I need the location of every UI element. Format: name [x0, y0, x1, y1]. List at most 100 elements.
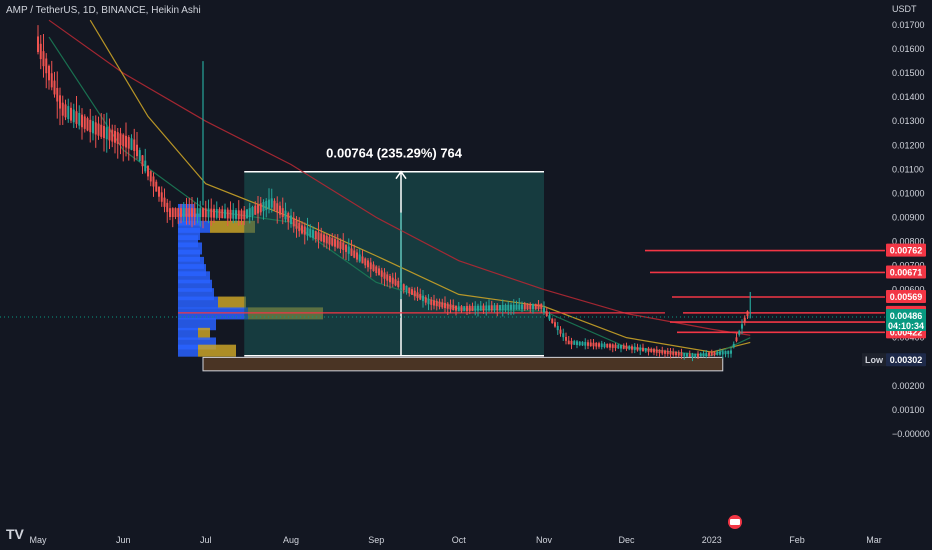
candle-body — [94, 122, 97, 135]
y-tick-label: 0.01200 — [892, 140, 925, 150]
candle-body — [686, 353, 688, 357]
candle-body — [584, 342, 587, 346]
candle-body — [719, 351, 721, 355]
candle-body — [482, 305, 485, 311]
candle-body — [413, 290, 416, 297]
y-tick-label: 0.01500 — [892, 68, 925, 78]
candle-body — [182, 208, 185, 218]
price-level-tag: 0.00671 — [890, 267, 923, 277]
candle-body — [534, 303, 537, 310]
candle-body — [438, 301, 441, 307]
candle-body — [510, 304, 512, 310]
candle-body — [397, 280, 400, 287]
y-tick-label: 0.00100 — [892, 405, 925, 415]
currency-label: USDT — [892, 4, 917, 14]
volume-profile-bar — [178, 296, 218, 309]
candle-body — [427, 298, 430, 305]
candle-body — [702, 353, 705, 357]
candle-body — [246, 209, 248, 219]
candle-body — [226, 209, 229, 219]
candle-body — [672, 351, 675, 355]
candle-body — [405, 285, 408, 292]
candle-body — [730, 350, 732, 354]
y-tick-label: 0.00900 — [892, 212, 925, 222]
x-tick-label: Aug — [283, 535, 299, 545]
candle-body — [471, 305, 474, 311]
candle-body — [188, 208, 191, 218]
candle-body — [199, 208, 202, 218]
candle-body — [281, 208, 284, 218]
candle-body — [378, 268, 380, 275]
candle-body — [97, 123, 100, 136]
candle-body — [666, 350, 669, 355]
x-tick-label: Sep — [368, 535, 384, 545]
candle-body — [306, 227, 309, 236]
candle-body — [444, 302, 446, 309]
candle-body — [460, 306, 463, 312]
candle-body — [92, 121, 94, 134]
candle-body — [551, 318, 554, 324]
x-tick-label: 2023 — [702, 535, 722, 545]
candle-body — [562, 333, 565, 338]
candle-body — [248, 208, 251, 218]
candle-body — [39, 43, 42, 60]
candle-body — [257, 204, 259, 214]
y-tick-label: 0.00800 — [892, 236, 925, 246]
y-tick-label: 0.01100 — [892, 164, 924, 174]
candle-body — [232, 209, 235, 219]
candle-body — [394, 279, 397, 286]
candle-body — [422, 295, 424, 302]
candle-body — [526, 304, 529, 310]
candle-body — [479, 305, 482, 311]
candle-body — [386, 274, 389, 281]
candle-body — [155, 181, 158, 192]
candle-body — [741, 324, 743, 329]
volume-profile-bar — [178, 327, 198, 340]
candle-body — [617, 344, 620, 349]
volume-profile-bar — [198, 327, 210, 340]
candle-body — [177, 208, 180, 218]
candle-body — [61, 102, 64, 116]
candle-body — [545, 311, 548, 317]
candle-body — [708, 352, 710, 356]
current-price-tag-bg — [886, 308, 926, 331]
candle-body — [67, 106, 70, 119]
x-tick-label: Mar — [866, 535, 882, 545]
candle-body — [136, 144, 138, 157]
low-tag: 0.00302 — [890, 355, 923, 365]
candle-body — [683, 353, 686, 357]
candle-body — [364, 258, 367, 266]
price-level-tag-bg — [886, 265, 926, 279]
candle-body — [180, 208, 182, 218]
candle-body — [174, 208, 177, 218]
candle-body — [325, 235, 328, 244]
candle-body — [642, 347, 644, 352]
candle-body — [158, 187, 160, 197]
candle-body — [279, 205, 281, 215]
candle-body — [411, 289, 413, 295]
candle-body — [56, 87, 59, 102]
candle-body — [361, 256, 364, 264]
x-tick-label: Jul — [200, 535, 212, 545]
candle-body — [160, 192, 163, 202]
candle-body — [130, 138, 133, 150]
candle-body — [735, 337, 738, 342]
y-tick-label: 0.00600 — [892, 285, 925, 295]
candle-body — [166, 202, 169, 212]
candle-body — [254, 205, 257, 215]
y-tick-label: 0.01600 — [892, 44, 925, 54]
candle-body — [419, 294, 422, 300]
candle-body — [218, 209, 221, 218]
candle-body — [50, 73, 53, 88]
candle-body — [636, 346, 639, 351]
candle-body — [501, 304, 504, 311]
candle-body — [598, 343, 600, 347]
candle-body — [468, 305, 471, 311]
candle-body — [559, 329, 562, 334]
candle-body — [521, 304, 523, 310]
price-level-tag: 0.00569 — [890, 292, 923, 302]
candle-body — [237, 210, 240, 220]
x-tick-label: Oct — [452, 535, 467, 545]
candle-body — [523, 304, 526, 310]
